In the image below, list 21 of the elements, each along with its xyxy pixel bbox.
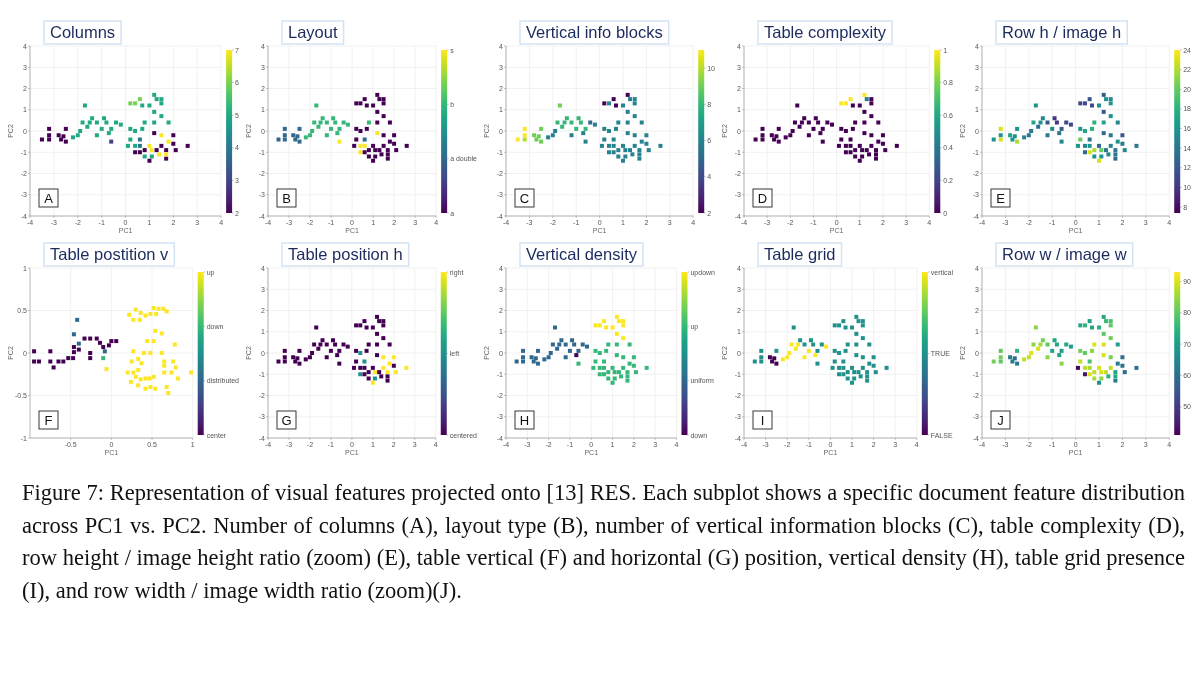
annotation: J — [997, 412, 1004, 428]
chart-title: Layout — [288, 23, 338, 41]
annotation: B — [282, 190, 291, 206]
chart-title: Vertical info blocks — [526, 23, 663, 41]
annotation: H — [519, 412, 530, 428]
annotation: I — [760, 412, 765, 428]
annotation: G — [281, 412, 292, 428]
chart-title: Table grid — [764, 245, 836, 263]
caption: Figure 7: Representation of visual features projected onto [13] RES. Each subplot shows a specific document feature distribution across PC1 vs. PC2. Number of columns (A), layout type (B), number of vertical information blocks (C), table complexity (D), row height / image height ratio (zoom) (E), table vertical (F) and horizontal (G) position, vertical density (H), table grid presence (I), and row width / image width ratio (zoom)(J). — [22, 480, 1186, 603]
annotation: F — [44, 412, 53, 428]
annotation: C — [519, 190, 530, 206]
annotation: E — [996, 190, 1006, 206]
annotation: D — [757, 190, 768, 206]
annotation: A — [44, 190, 54, 206]
chart-title: Table complexity — [764, 23, 887, 41]
chart-title: Columns — [50, 23, 116, 41]
chart-title: Table position h — [288, 245, 403, 263]
chart-title: Row w / image w — [1002, 245, 1127, 263]
chart-title: Table postition v — [50, 245, 170, 263]
chart-title: Vertical density — [526, 245, 638, 263]
chart-title: Row h / image h — [1002, 23, 1122, 41]
